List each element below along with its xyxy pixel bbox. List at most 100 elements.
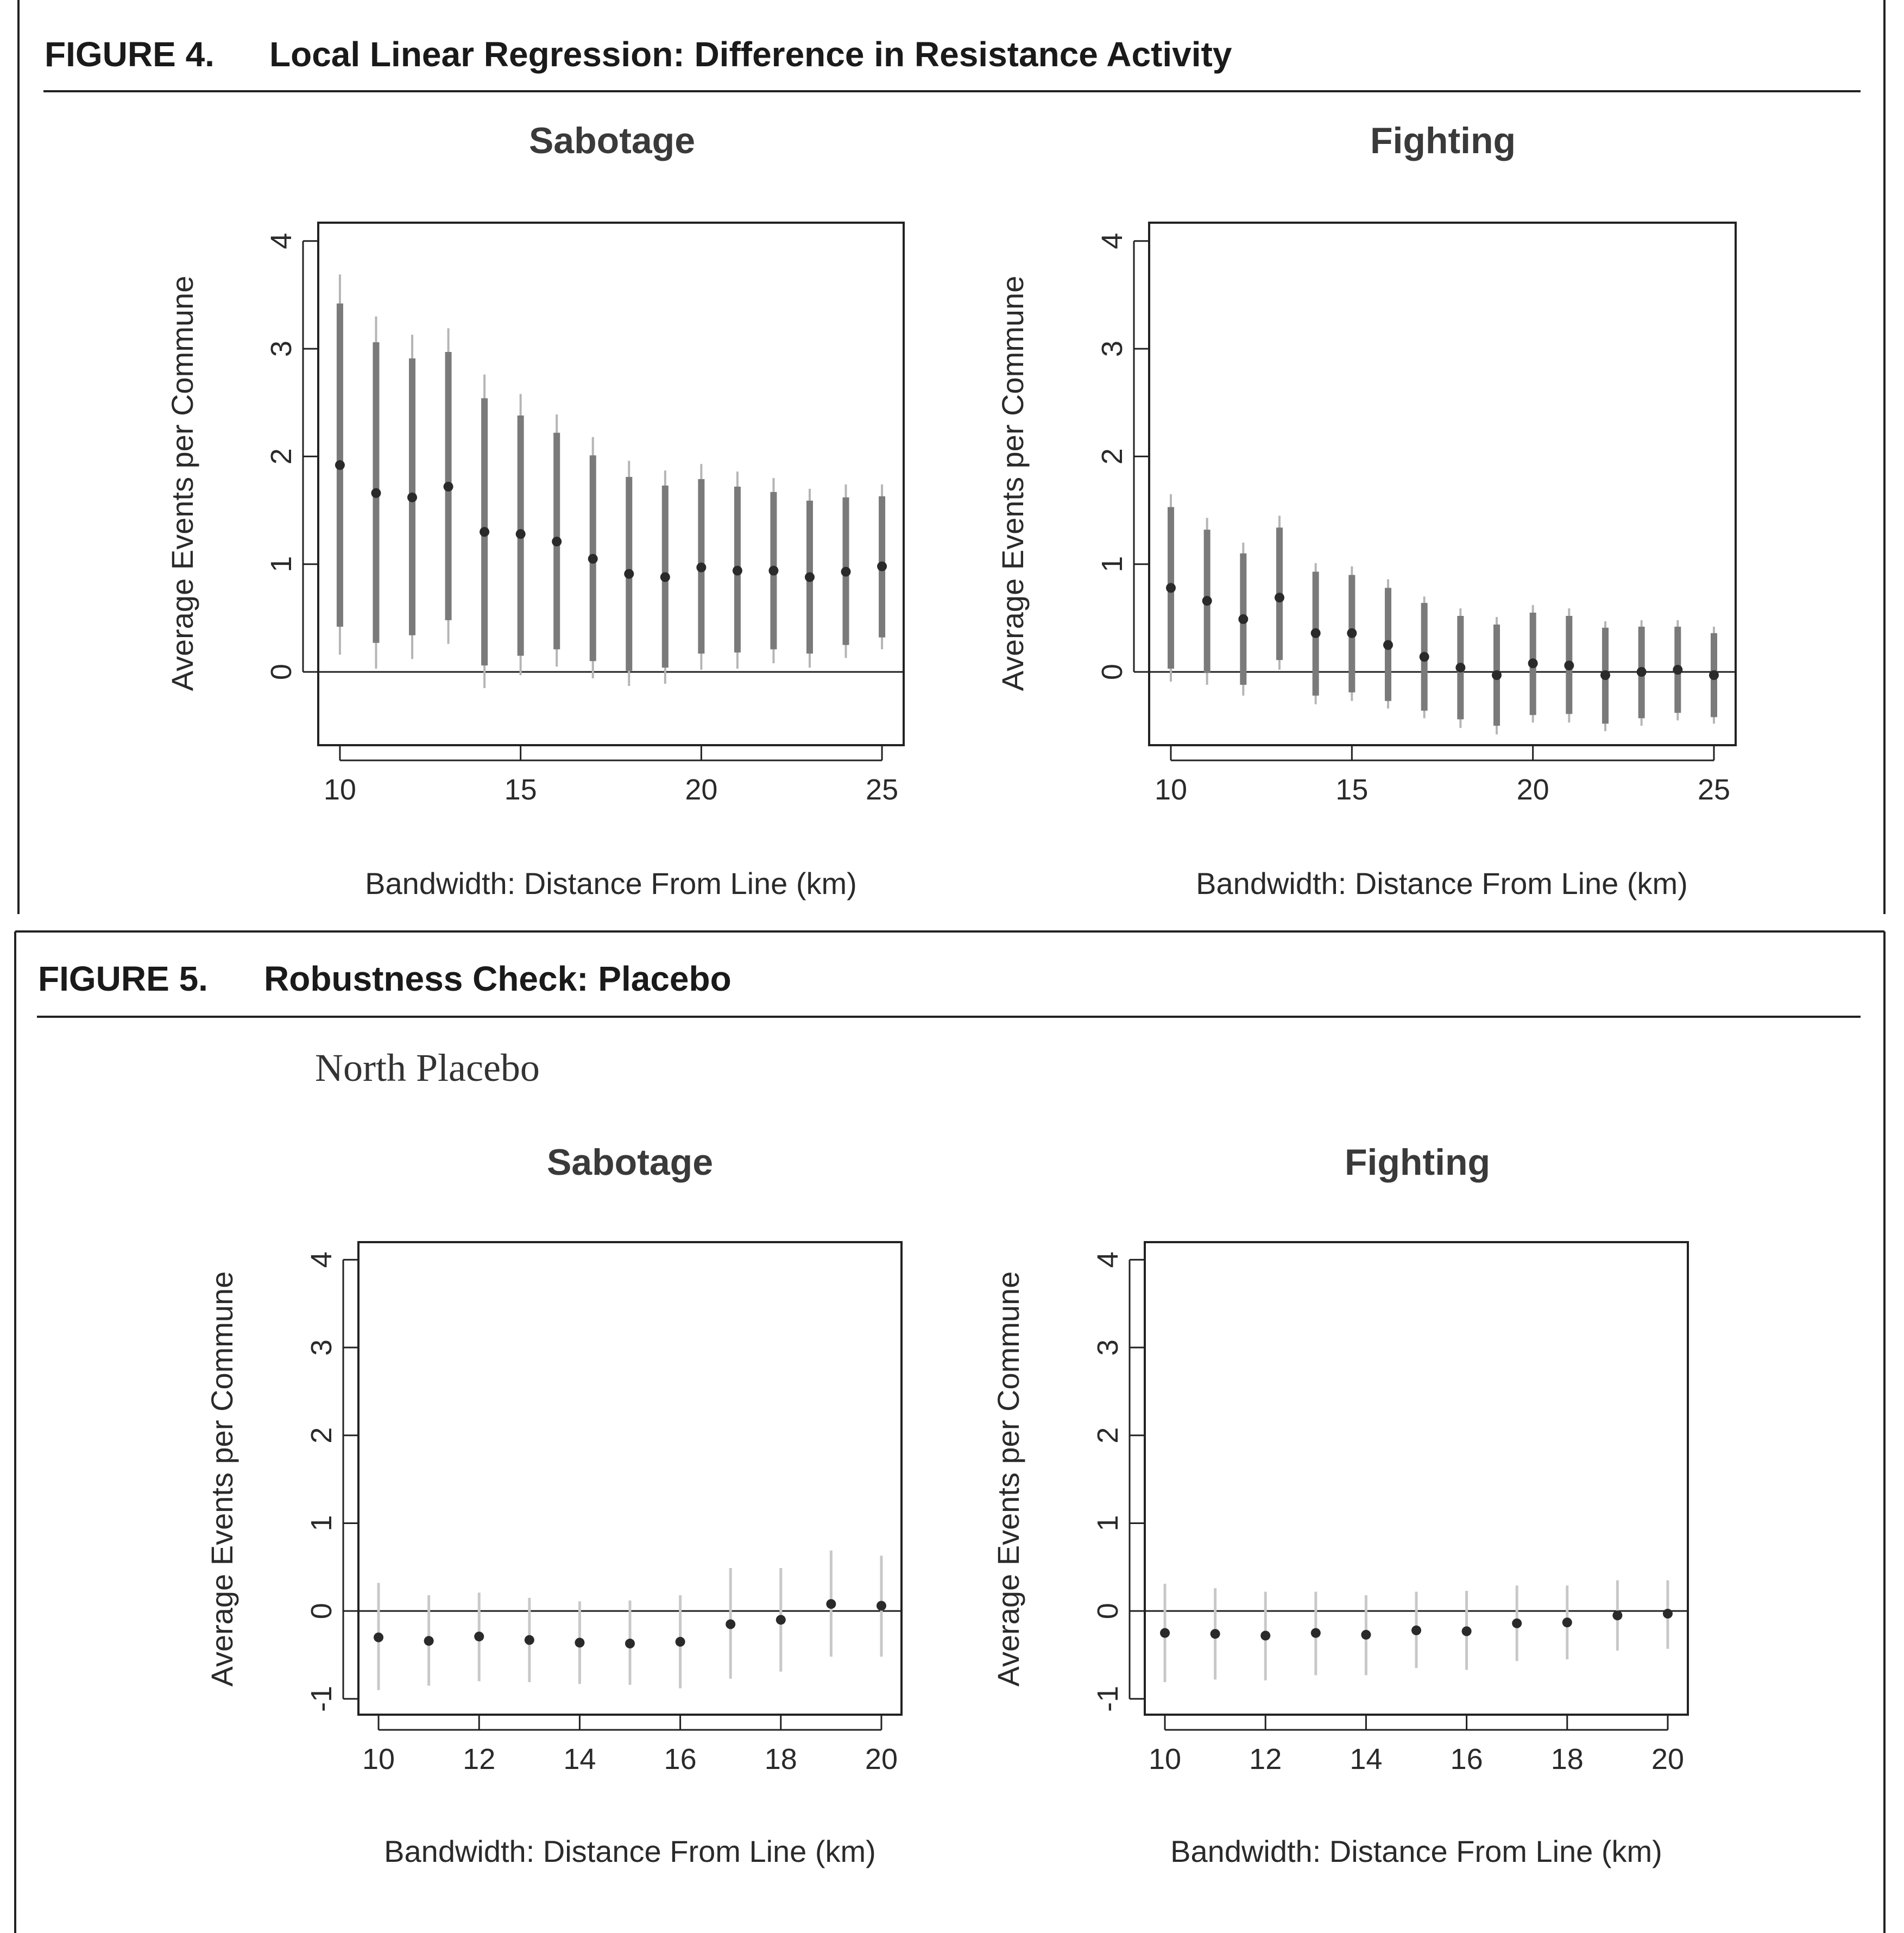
x-tick-label: 20: [1517, 773, 1549, 806]
point-estimate: [877, 561, 887, 571]
point-estimate: [660, 572, 670, 582]
y-tick-label: 0: [1092, 1603, 1124, 1619]
x-tick-label: 10: [362, 1743, 395, 1775]
y-tick-label: 4: [1096, 233, 1128, 249]
plot-frame: [1148, 222, 1737, 746]
y-tick-label: 1: [1092, 1515, 1124, 1531]
y-tick-label: 3: [1096, 341, 1128, 357]
point-estimate: [1238, 614, 1249, 624]
point-estimate: [335, 460, 345, 470]
point-estimate: [675, 1636, 685, 1647]
y-tick-label: 2: [1092, 1427, 1124, 1444]
x-tick-label: 25: [866, 773, 898, 806]
y-tick-label: 2: [305, 1427, 338, 1444]
fig4-fighting-chart: Fighting 10 15 20 25 0 1 2 3 4 Bandwidth: Distan…: [995, 120, 1737, 901]
x-axis-label: Bandwidth: Distance From Line (km): [384, 1834, 876, 1868]
figure-5: FIGURE 5. Robustness Check: Placebo Nort…: [14, 930, 1886, 1933]
chart-title: Sabotage: [529, 120, 695, 161]
point-estimate: [732, 565, 742, 576]
plot-frame: [1144, 1241, 1689, 1716]
point-estimate: [1310, 1628, 1321, 1638]
x-tick-label: 12: [463, 1743, 495, 1775]
y-tick-label: 2: [1096, 448, 1128, 464]
point-estimate: [1662, 1609, 1673, 1619]
point-estimate: [1260, 1630, 1271, 1641]
point-estimate: [1347, 628, 1357, 638]
point-estimate: [1455, 663, 1466, 673]
x-tick-label: 16: [664, 1743, 697, 1775]
chart-title: Fighting: [1345, 1142, 1490, 1183]
chart-title: Fighting: [1370, 120, 1516, 161]
y-tick-label: 4: [305, 1251, 338, 1268]
point-estimate: [1202, 596, 1212, 606]
y-tick-label: 0: [1096, 664, 1128, 680]
point-estimate: [524, 1635, 534, 1645]
point-estimate: [1512, 1618, 1522, 1628]
y-tick-label: 4: [265, 233, 298, 249]
y-tick-label: 1: [265, 556, 298, 572]
x-tick-label: 10: [1155, 773, 1187, 806]
point-estimate: [1636, 667, 1647, 677]
y-axis-label: Average Events per Commune: [991, 1271, 1025, 1687]
x-tick-label: 16: [1451, 1743, 1483, 1775]
point-estimate: [1411, 1625, 1421, 1635]
fig4-sabotage-chart: Sabotage 10 15 20 25 0 1 2 3 4 Bandwidth: Distan…: [165, 120, 905, 901]
plot-frame: [357, 1241, 903, 1716]
point-estimate: [474, 1632, 484, 1642]
y-tick-label: -1: [305, 1686, 338, 1712]
point-estimate: [371, 488, 381, 498]
x-tick-label: 10: [1149, 1743, 1181, 1775]
point-estimate: [768, 565, 779, 576]
point-estimate: [1310, 628, 1321, 638]
point-estimate: [424, 1636, 434, 1646]
y-tick-label: 3: [305, 1339, 338, 1356]
x-tick-label: 25: [1698, 773, 1730, 806]
point-estimate: [515, 529, 526, 539]
point-estimate: [1612, 1610, 1623, 1621]
chart-title: Sabotage: [547, 1142, 713, 1183]
y-tick-label: 0: [265, 664, 298, 680]
point-estimate: [1210, 1629, 1220, 1639]
x-tick-label: 20: [865, 1743, 898, 1775]
point-estimate: [726, 1619, 736, 1629]
point-estimate: [480, 527, 490, 537]
figure-4-title: Local Linear Regression: Difference in R…: [269, 35, 1232, 74]
point-estimate: [1528, 658, 1538, 669]
x-tick-label: 20: [1651, 1743, 1684, 1775]
figure-4: FIGURE 4. Local Linear Regression: Diffe…: [17, 0, 1886, 914]
x-tick-label: 14: [1350, 1743, 1382, 1775]
point-estimate: [1461, 1626, 1472, 1636]
x-axis-label: Bandwidth: Distance From Line (km): [1170, 1834, 1662, 1868]
point-estimate: [1492, 670, 1502, 681]
point-estimate: [826, 1599, 836, 1609]
y-tick-label: 3: [265, 341, 298, 357]
x-tick-label: 18: [1551, 1743, 1584, 1775]
y-tick-label: 0: [305, 1603, 338, 1619]
point-estimate: [552, 537, 562, 547]
point-estimate: [1562, 1617, 1572, 1628]
y-tick-label: 3: [1092, 1339, 1124, 1356]
plot-frame: [317, 222, 905, 746]
figure-5-subtitle: North Placebo: [315, 1046, 540, 1090]
point-estimate: [374, 1632, 384, 1642]
x-tick-label: 15: [1335, 773, 1368, 806]
point-estimate: [1275, 593, 1284, 603]
y-tick-label: 4: [1092, 1251, 1124, 1268]
x-tick-label: 15: [505, 773, 537, 806]
point-estimate: [1361, 1629, 1371, 1640]
x-tick-label: 12: [1249, 1743, 1282, 1775]
point-estimate: [1564, 660, 1574, 671]
point-estimate: [588, 553, 598, 564]
point-estimate: [1673, 665, 1683, 675]
figure-5-label: FIGURE 5.: [38, 959, 208, 998]
figure-4-label: FIGURE 4.: [45, 35, 215, 74]
point-estimate: [624, 569, 634, 579]
point-estimate: [696, 562, 707, 572]
point-estimate: [841, 566, 851, 577]
x-axis-label: Bandwidth: Distance From Line (km): [1196, 866, 1688, 901]
y-axis-label: Average Events per Commune: [205, 1271, 239, 1687]
point-estimate: [1160, 1628, 1170, 1638]
point-estimate: [625, 1639, 635, 1649]
